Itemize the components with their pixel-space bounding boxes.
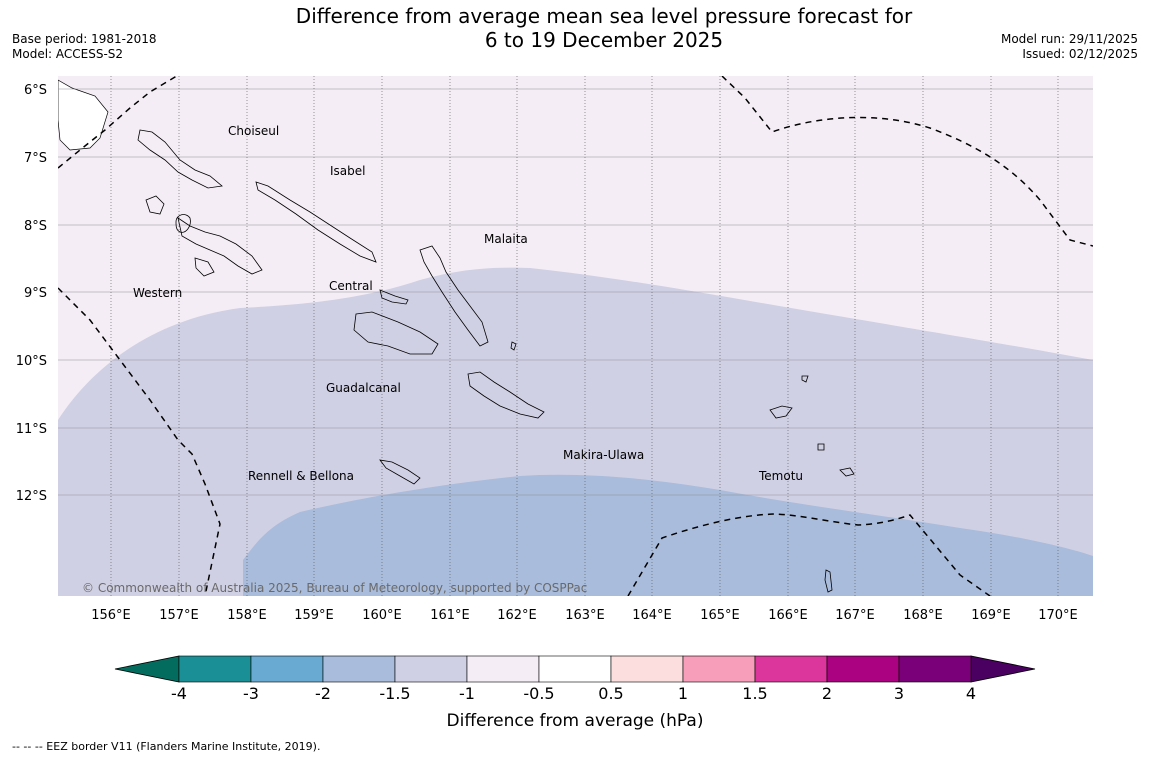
- colorbar-title: Difference from average (hPa): [447, 711, 704, 731]
- lat-label: 7°S: [24, 151, 47, 166]
- lon-label: 170°E: [1038, 608, 1078, 623]
- isabel-island: [255, 181, 377, 263]
- malaita-island: [419, 245, 489, 347]
- lon-label: 159°E: [294, 608, 334, 623]
- colorbar-tick-label: -3: [243, 684, 259, 703]
- shade-dark: [243, 474, 1093, 596]
- lon-label: 161°E: [430, 608, 470, 623]
- lon-label: 165°E: [700, 608, 740, 623]
- florida-islands: [379, 289, 409, 305]
- colorbar-segment: [322, 655, 396, 683]
- colorbar-tick-label: -2: [315, 684, 331, 703]
- colorbar-tick-label: 3: [894, 684, 904, 703]
- lon-label: 162°E: [497, 608, 537, 623]
- lon-label: 166°E: [768, 608, 808, 623]
- colorbar-segment: [178, 655, 252, 683]
- colorbar-tick-label: -1.5: [379, 684, 410, 703]
- colorbar-segment: [682, 655, 756, 683]
- region-labels: Choiseul Isabel Malaita Western Central …: [133, 124, 803, 483]
- lat-label: 6°S: [24, 83, 47, 98]
- colorbar-tick-label: 1.5: [742, 684, 767, 703]
- guadalcanal-island: [353, 311, 439, 355]
- lon-label: 169°E: [971, 608, 1011, 623]
- colorbar: -4 -3 -2 -1.5 -1 -0.5 0.5 1 1.5 2 3 4: [114, 655, 1036, 703]
- eez-footnote: -- -- -- EEZ border V11 (Flanders Marine…: [12, 740, 321, 753]
- lat-label: 11°S: [16, 422, 47, 437]
- gridlines: [58, 88, 1093, 496]
- lon-label: 157°E: [159, 608, 199, 623]
- rennell-island: [379, 459, 421, 485]
- colorbar-segment: [610, 655, 684, 683]
- issued-date: Issued: 02/12/2025: [1022, 47, 1138, 61]
- lat-label: 10°S: [16, 354, 47, 369]
- meta-right: Model run: 29/11/2025 Issued: 02/12/2025: [1001, 32, 1138, 62]
- colorbar-segment: [898, 655, 972, 683]
- eez-borders: [58, 76, 1093, 596]
- colorbar-tick-label: 1: [678, 684, 688, 703]
- lon-label: 163°E: [565, 608, 605, 623]
- region-label-western: Western: [133, 286, 182, 300]
- colorbar-segment: [250, 655, 324, 683]
- region-label-rennell-bellona: Rennell & Bellona: [248, 469, 354, 483]
- small-island-a: [817, 443, 825, 451]
- lon-label: 164°E: [632, 608, 672, 623]
- title-line-2: 6 to 19 December 2025: [484, 28, 724, 52]
- lon-label: 160°E: [362, 608, 402, 623]
- longitude-labels: 156°E 157°E 158°E 159°E 160°E 161°E 162°…: [91, 608, 1078, 623]
- title-line-1: Difference from average mean sea level p…: [295, 4, 913, 28]
- colorbar-tick-label: -1: [459, 684, 475, 703]
- islands: [137, 129, 855, 593]
- small-island-d: [801, 375, 809, 383]
- landmass-nw: [58, 79, 109, 151]
- small-island-c: [510, 341, 517, 351]
- vella-lavella-island: [145, 195, 165, 215]
- copyright-notice: © Commonwealth of Australia 2025, Bureau…: [82, 581, 587, 595]
- small-island-b: [824, 569, 833, 593]
- eez-border-north-west: [58, 76, 179, 169]
- kolombangara-island: [175, 214, 191, 233]
- colorbar-segment: [826, 655, 900, 683]
- lon-label: 156°E: [91, 608, 131, 623]
- colorbar-tick-label: -4: [171, 684, 187, 703]
- colorbar-over-triangle: [970, 655, 1036, 683]
- model-name: Model: ACCESS-S2: [12, 47, 124, 61]
- makira-island: [467, 371, 545, 419]
- model-run: Model run: 29/11/2025: [1000, 32, 1138, 46]
- colorbar-segment: [538, 655, 612, 683]
- rendova-island: [194, 257, 215, 277]
- new-georgia-group: [177, 217, 263, 275]
- lon-label: 158°E: [227, 608, 267, 623]
- lat-label: 9°S: [24, 286, 47, 301]
- region-label-temotu: Temotu: [758, 469, 803, 483]
- base-period: Base period: 1981-2018: [12, 32, 157, 46]
- colorbar-segment: [394, 655, 468, 683]
- eez-border-west: [58, 287, 221, 596]
- lon-label: 168°E: [903, 608, 943, 623]
- colorbar-under-triangle: [114, 655, 180, 683]
- region-label-central: Central: [329, 279, 373, 293]
- colorbar-tick-label: -0.5: [523, 684, 554, 703]
- region-label-isabel: Isabel: [330, 164, 365, 178]
- lon-label: 167°E: [835, 608, 875, 623]
- lat-label: 8°S: [24, 219, 47, 234]
- santa-cruz-island: [769, 405, 793, 419]
- colorbar-tick-label: 0.5: [598, 684, 623, 703]
- vanikoro-island: [839, 467, 855, 477]
- colorbar-segment: [466, 655, 540, 683]
- colorbar-segment: [754, 655, 828, 683]
- map-title: Difference from average mean sea level p…: [0, 4, 1150, 52]
- colorbar-tick-label: 2: [822, 684, 832, 703]
- region-label-malaita: Malaita: [484, 232, 528, 246]
- lat-label: 12°S: [16, 489, 47, 504]
- region-label-guadalcanal: Guadalcanal: [326, 381, 401, 395]
- choiseul-island: [137, 129, 223, 189]
- latitude-labels: 6°S 7°S 8°S 9°S 10°S 11°S 12°S: [16, 83, 47, 504]
- eez-border-north-east: [721, 76, 1093, 247]
- meta-left: Base period: 1981-2018 Model: ACCESS-S2: [12, 32, 157, 62]
- pressure-shading: [58, 76, 1093, 596]
- colorbar-tick-label: 4: [966, 684, 976, 703]
- region-label-choiseul: Choiseul: [228, 124, 279, 138]
- region-label-makira-ulawa: Makira-Ulawa: [563, 448, 644, 462]
